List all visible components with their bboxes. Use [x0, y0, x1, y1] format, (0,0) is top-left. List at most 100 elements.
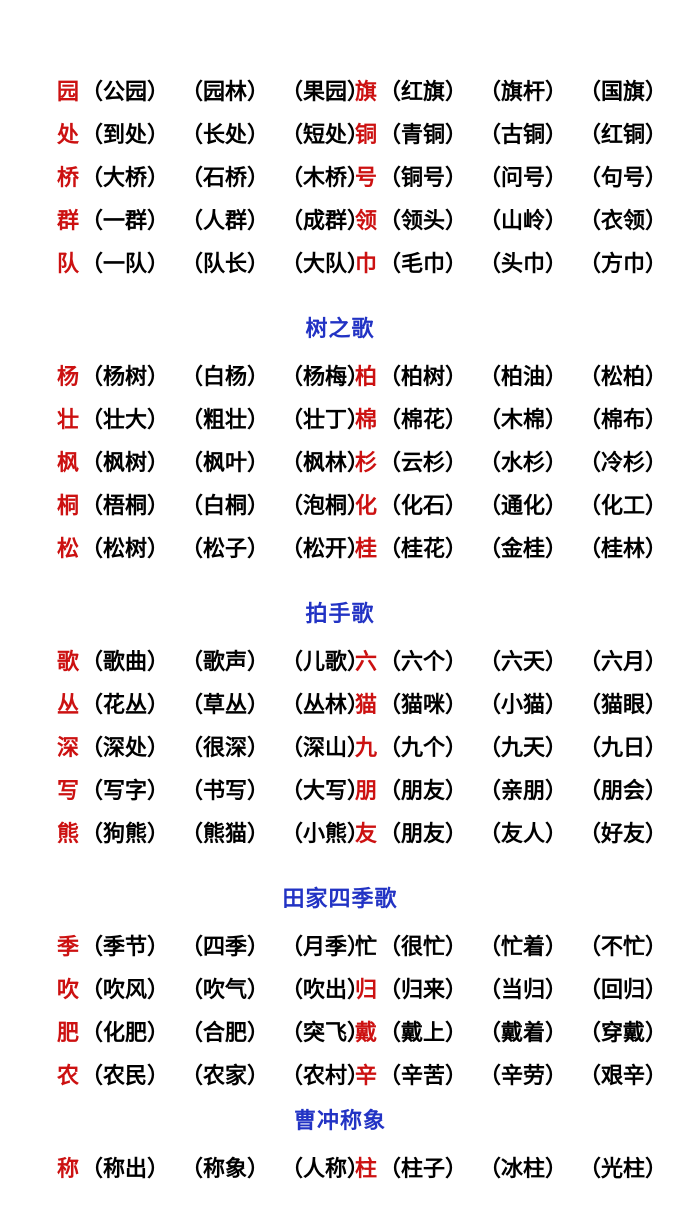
word-row: 园（公园） （园林） （果园）旗（红旗） （旗杆） （国旗）	[57, 70, 680, 113]
word-group: （大写）	[281, 778, 370, 803]
entry-right: 柱（柱子） （冰柱） （光柱）	[355, 1147, 680, 1190]
head-character: 歌	[57, 649, 80, 674]
word-row: 丛（花丛） （草丛） （丛林）猫（猫咪） （小猫） （猫眼）	[57, 683, 680, 726]
head-character: 柏	[355, 364, 378, 389]
entry-right: 旗（红旗） （旗杆） （国旗）	[355, 70, 680, 113]
word-group: （木棉）	[479, 407, 568, 432]
word-group: （队长）	[181, 251, 270, 276]
head-character: 朋	[355, 778, 378, 803]
word-group: （九天）	[479, 735, 568, 760]
word-group: （写字）	[81, 778, 170, 803]
word-group: （熊猫）	[181, 821, 270, 846]
section-title: 田家四季歌	[282, 886, 398, 911]
head-character: 忙	[355, 934, 378, 959]
word-group: （戴着）	[479, 1020, 568, 1045]
head-character: 园	[57, 79, 80, 104]
word-group: （农村）	[281, 1063, 370, 1088]
entry-left: 桥（大桥） （石桥） （木桥）	[57, 156, 369, 199]
head-character: 熊	[57, 821, 80, 846]
entry-right: 棉（棉花） （木棉） （棉布）	[355, 398, 680, 441]
word-group: （月季）	[281, 934, 370, 959]
section-title: 树之歌	[305, 316, 375, 341]
entry-left: 吹（吹风） （吹气） （吹出）	[57, 968, 369, 1011]
word-group: （忙着）	[479, 934, 568, 959]
entry-right: 归（归来） （当归） （回归）	[355, 968, 680, 1011]
word-row: 吹（吹风） （吹气） （吹出）归（归来） （当归） （回归）	[57, 968, 680, 1011]
word-group: （桂花）	[379, 536, 468, 561]
entry-left: 处（到处） （长处） （短处）	[57, 113, 369, 156]
word-group: （头巾）	[479, 251, 568, 276]
word-row: 枫（枫树） （枫叶） （枫林）杉（云杉） （水杉） （冷杉）	[57, 441, 680, 484]
word-group: （小熊）	[281, 821, 370, 846]
word-group: （深处）	[81, 735, 170, 760]
head-character: 杨	[57, 364, 80, 389]
head-character: 壮	[57, 407, 80, 432]
entry-left: 熊（狗熊） （熊猫） （小熊）	[57, 812, 369, 855]
word-group: （果园）	[281, 79, 370, 104]
section: 拍手歌歌（歌曲） （歌声） （儿歌）六（六个） （六天） （六月） 丛（花丛） （草丛） （丛…	[57, 592, 680, 855]
word-group: （句号）	[579, 165, 668, 190]
entry-left: 园（公园） （园林） （果园）	[57, 70, 369, 113]
word-group: （梧桐）	[81, 493, 170, 518]
entry-left: 深（深处） （很深） （深山）	[57, 726, 369, 769]
word-row: 队（一队） （队长） （大队）巾（毛巾） （头巾） （方巾）	[57, 242, 680, 285]
word-group: （山岭）	[479, 208, 568, 233]
word-group: （柱子）	[379, 1156, 468, 1181]
word-row: 处（到处） （长处） （短处）铜（青铜） （古铜） （红铜）	[57, 113, 680, 156]
word-group: （松树）	[81, 536, 170, 561]
entry-left: 写（写字） （书写） （大写）	[57, 769, 369, 812]
section-title: 曹冲称象	[293, 1108, 386, 1133]
word-group: （壮丁）	[281, 407, 370, 432]
head-character: 肥	[57, 1020, 80, 1045]
word-group: （人称）	[281, 1156, 370, 1181]
word-group: （丛林）	[281, 692, 370, 717]
word-group: （亲朋）	[479, 778, 568, 803]
word-group: （歌声）	[181, 649, 270, 674]
section-title: 拍手歌	[305, 601, 375, 626]
word-group: （松柏）	[579, 364, 668, 389]
word-group: （云杉）	[379, 450, 468, 475]
word-group: （六天）	[479, 649, 568, 674]
entry-left: 季（季节） （四季） （月季）	[57, 925, 369, 968]
head-character: 桂	[355, 536, 378, 561]
entry-left: 壮（壮大） （粗壮） （壮丁）	[57, 398, 369, 441]
word-group: （冰柱）	[479, 1156, 568, 1181]
word-group: （古铜）	[479, 122, 568, 147]
word-group: （辛苦）	[379, 1063, 468, 1088]
word-group: （季节）	[81, 934, 170, 959]
head-character: 桥	[57, 165, 80, 190]
word-group: （化工）	[579, 493, 668, 518]
word-group: （大队）	[281, 251, 370, 276]
word-group: （问号）	[479, 165, 568, 190]
head-character: 桐	[57, 493, 80, 518]
word-group: （六月）	[579, 649, 668, 674]
entry-right: 友（朋友） （友人） （好友）	[355, 812, 680, 855]
head-character: 枫	[57, 450, 80, 475]
word-group: （回归）	[579, 977, 668, 1002]
word-group: （光柱）	[579, 1156, 668, 1181]
head-character: 化	[355, 493, 378, 518]
word-group: （石桥）	[181, 165, 270, 190]
word-group: （旗杆）	[479, 79, 568, 104]
word-group: （国旗）	[579, 79, 668, 104]
word-group: （松开）	[281, 536, 370, 561]
word-group: （吹风）	[81, 977, 170, 1002]
entry-left: 称（称出） （称象） （人称）	[57, 1147, 369, 1190]
word-group: （方巾）	[579, 251, 668, 276]
word-group: （园林）	[181, 79, 270, 104]
word-group: （公园）	[81, 79, 170, 104]
word-group: （称出）	[81, 1156, 170, 1181]
word-group: （好友）	[579, 821, 668, 846]
word-row: 松（松树） （松子） （松开）桂（桂花） （金桂） （桂林）	[57, 527, 680, 570]
word-group: （穿戴）	[579, 1020, 668, 1045]
word-group: （六个）	[379, 649, 468, 674]
word-row: 肥（化肥） （合肥） （突飞）戴（戴上） （戴着） （穿戴）	[57, 1011, 680, 1054]
word-group: （儿歌）	[281, 649, 370, 674]
word-group: （大桥）	[81, 165, 170, 190]
word-group: （花丛）	[81, 692, 170, 717]
head-character: 友	[355, 821, 378, 846]
entry-left: 松（松树） （松子） （松开）	[57, 527, 369, 570]
entry-left: 肥（化肥） （合肥） （突飞）	[57, 1011, 369, 1054]
word-group: （归来）	[379, 977, 468, 1002]
